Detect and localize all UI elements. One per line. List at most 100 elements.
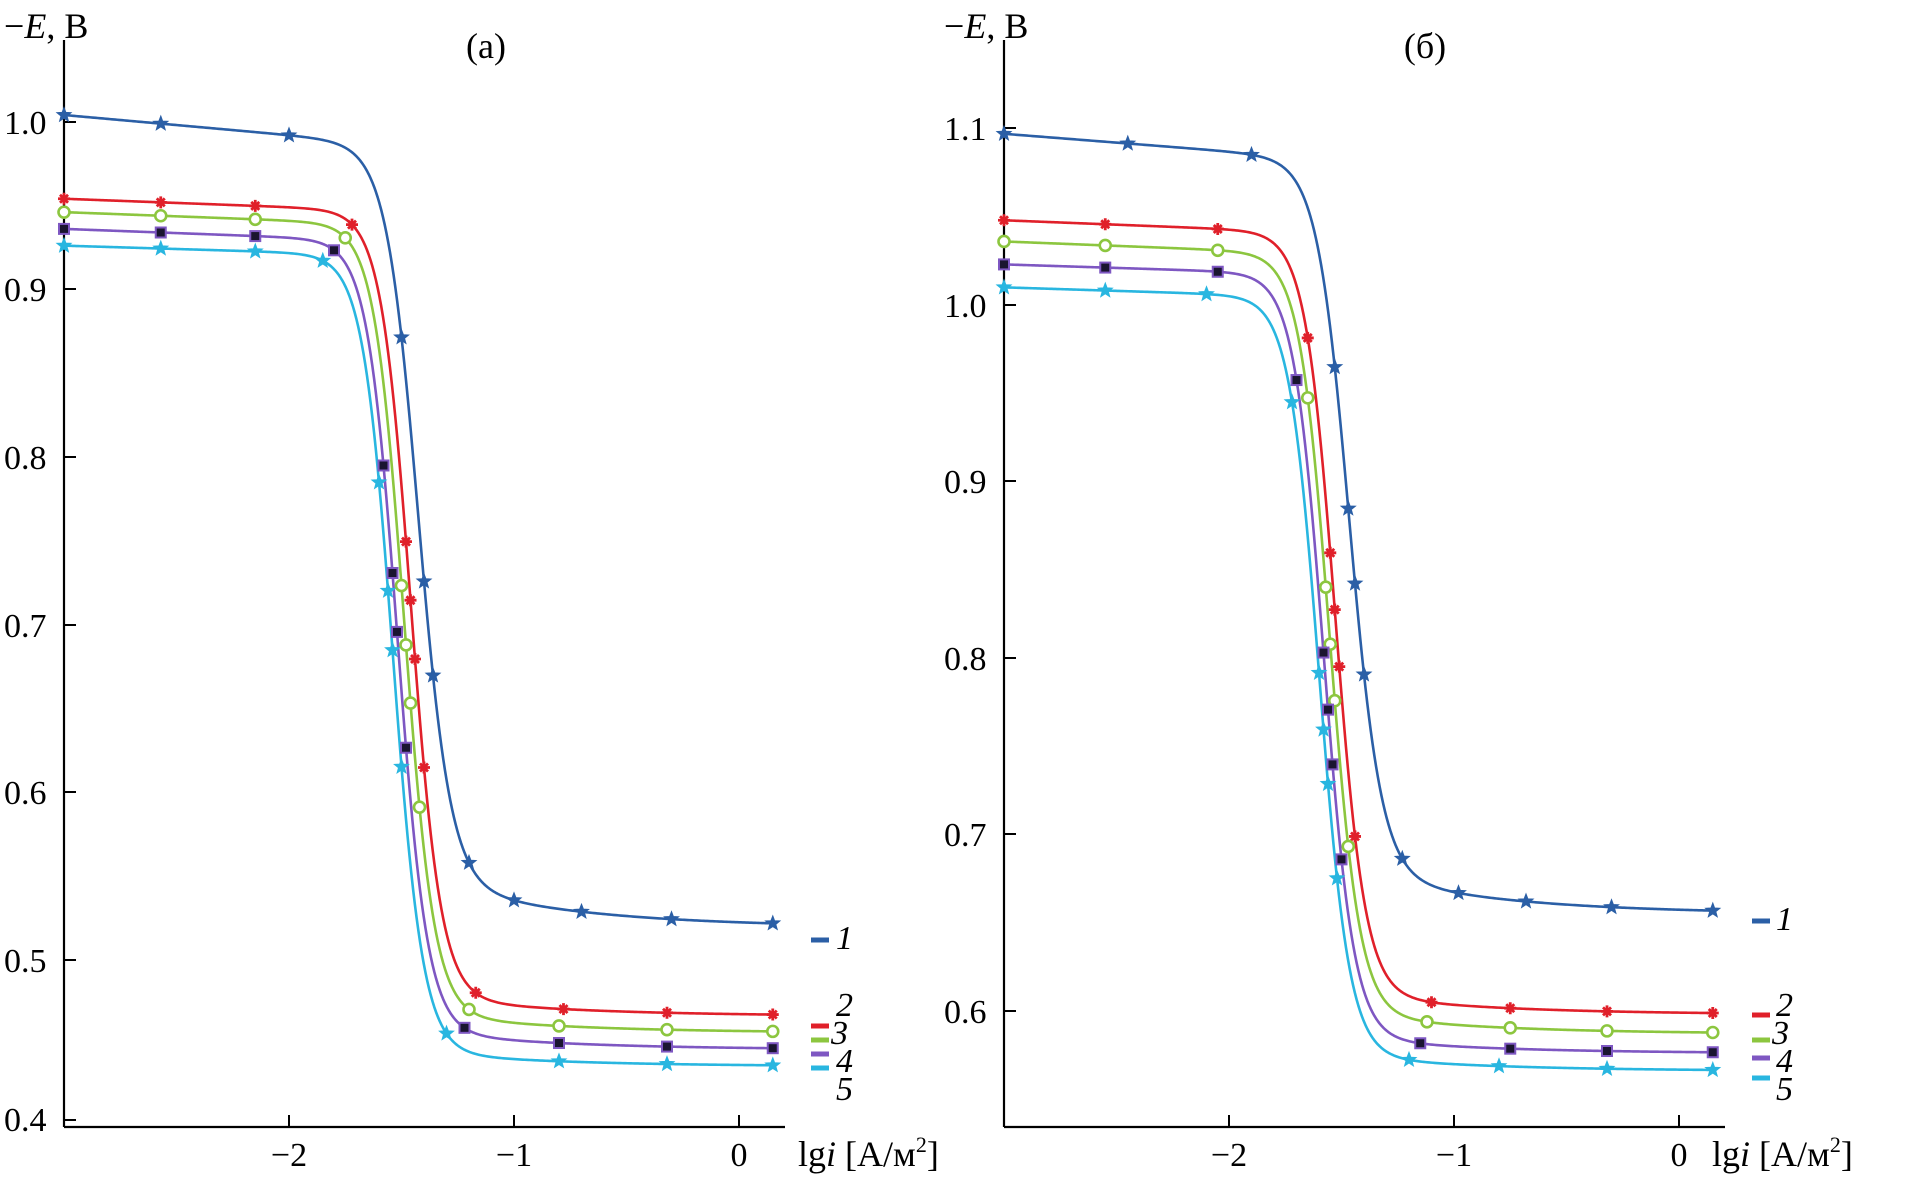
series-2-marker bbox=[1601, 1005, 1613, 1018]
series-line-5 bbox=[1002, 286, 1715, 1072]
panel-title-b: (б) bbox=[1404, 26, 1446, 66]
series-5-marker bbox=[1096, 281, 1114, 298]
series-5-marker bbox=[1704, 1060, 1722, 1078]
series-3-marker bbox=[338, 231, 353, 245]
y-tick-label: 0.4 bbox=[4, 1102, 47, 1139]
series-5-marker bbox=[1490, 1057, 1508, 1074]
y-tick-label: 0.6 bbox=[944, 994, 987, 1031]
series-5-marker bbox=[764, 1056, 782, 1073]
series-5-marker bbox=[658, 1055, 676, 1072]
series-2-marker bbox=[1099, 218, 1112, 231]
series-2-marker bbox=[404, 594, 417, 607]
series-2-marker bbox=[409, 653, 421, 666]
series-3-marker bbox=[1600, 1024, 1614, 1038]
series-1-marker bbox=[460, 853, 478, 870]
y-tick-label: 1.0 bbox=[4, 105, 47, 142]
series-4-marker bbox=[1290, 374, 1303, 387]
series-1-marker bbox=[1355, 665, 1373, 682]
legend-label-4: 4 bbox=[836, 1043, 853, 1080]
series-2-marker bbox=[1211, 222, 1224, 235]
x-ticks-b: −2 −1 0 bbox=[1211, 1115, 1688, 1174]
series-5-marker bbox=[550, 1052, 568, 1069]
series-line-3 bbox=[1002, 240, 1715, 1034]
series-4-marker bbox=[1317, 646, 1330, 659]
legend-label-1: 1 bbox=[1776, 901, 1793, 938]
series-5-marker bbox=[393, 757, 410, 774]
series-2-marker bbox=[1425, 996, 1438, 1009]
legend-label-2: 2 bbox=[1776, 987, 1793, 1024]
series-3-marker bbox=[660, 1022, 674, 1037]
series-3-marker bbox=[1420, 1015, 1434, 1029]
series-1-marker bbox=[663, 910, 680, 927]
y-tick-label: 1.1 bbox=[944, 111, 987, 148]
series-line-3 bbox=[62, 210, 775, 1033]
series-5-marker bbox=[246, 242, 264, 259]
series-3-marker bbox=[1705, 1025, 1720, 1040]
series-4-marker bbox=[661, 1040, 673, 1053]
series-1-marker bbox=[1603, 898, 1620, 915]
x-tick-label: −1 bbox=[1436, 1137, 1472, 1174]
series-4-marker bbox=[1706, 1046, 1719, 1059]
series-5-marker bbox=[1400, 1050, 1418, 1068]
legend-label-5: 5 bbox=[1776, 1071, 1793, 1108]
series-1-marker bbox=[424, 666, 442, 683]
series-5-marker bbox=[1598, 1059, 1616, 1076]
series-1-marker bbox=[1119, 134, 1137, 151]
series-3-marker bbox=[1098, 238, 1113, 253]
x-axis-title-b: lgi [A/м2] bbox=[1712, 1132, 1853, 1174]
series-4-marker bbox=[328, 244, 340, 257]
x-ticks-a: −2 −1 0 bbox=[271, 1115, 748, 1174]
series-1-marker bbox=[55, 106, 73, 123]
series-5-marker bbox=[55, 236, 73, 253]
series-3-marker bbox=[1318, 580, 1333, 594]
series-3-marker bbox=[1327, 693, 1342, 708]
series-line-1 bbox=[62, 113, 775, 925]
y-tick-label: 0.9 bbox=[4, 272, 47, 309]
y-tick-label: 0.7 bbox=[944, 817, 987, 854]
series-3-marker bbox=[399, 638, 413, 652]
series-4-marker bbox=[1601, 1045, 1613, 1058]
series-3-marker bbox=[997, 234, 1011, 249]
legend-label-2: 2 bbox=[836, 987, 853, 1024]
series-4-marker bbox=[553, 1037, 565, 1050]
legend-label-3: 3 bbox=[1771, 1015, 1789, 1052]
series-5-marker bbox=[314, 251, 332, 268]
markers-b bbox=[995, 124, 1722, 1078]
y-tick-label: 0.7 bbox=[4, 608, 47, 645]
y-ticks-a: 0.4 0.5 0.6 0.7 0.8 0.9 1.0 bbox=[4, 105, 76, 1139]
y-tick-label: 0.6 bbox=[4, 775, 47, 812]
markers-a bbox=[55, 106, 782, 1073]
series-5-marker bbox=[370, 473, 388, 490]
series-5-marker bbox=[152, 239, 170, 256]
panel-title-a: (а) bbox=[466, 26, 506, 66]
series-1-marker bbox=[1450, 884, 1467, 901]
panel-a: −E, В (а) 0.4 0.5 0.6 0.7 0.8 0.9 1.0 −2 bbox=[4, 6, 939, 1174]
series-1-marker bbox=[1517, 892, 1535, 909]
x-tick-label: −1 bbox=[496, 1137, 532, 1174]
series-5-marker bbox=[379, 581, 397, 598]
legend-a: 1 2 3 4 5 bbox=[811, 920, 853, 1108]
series-4-marker bbox=[1414, 1037, 1427, 1050]
series-1-marker bbox=[995, 124, 1013, 142]
series-line-1 bbox=[1002, 132, 1715, 912]
series-line-2 bbox=[1002, 218, 1715, 1015]
series-3-marker bbox=[462, 1002, 476, 1017]
series-2-marker bbox=[346, 218, 358, 231]
x-tick-label: 0 bbox=[1671, 1137, 1688, 1174]
series-5-marker bbox=[1315, 720, 1332, 737]
series-line-5 bbox=[62, 244, 775, 1067]
y-tick-label: 0.9 bbox=[944, 464, 987, 501]
series-1-marker bbox=[764, 914, 782, 931]
y-tick-label: 0.8 bbox=[4, 440, 47, 477]
series-3-marker bbox=[394, 578, 409, 593]
series-3-marker bbox=[765, 1024, 780, 1039]
series-1-marker bbox=[1393, 849, 1411, 866]
x-tick-label: 0 bbox=[731, 1137, 748, 1174]
legend-b: 1 2 3 4 5 bbox=[1752, 901, 1793, 1108]
series-3-marker bbox=[248, 212, 263, 227]
series-1-marker bbox=[280, 126, 298, 143]
series-line-4 bbox=[62, 227, 775, 1050]
series-2-marker bbox=[400, 535, 412, 548]
series-4-marker bbox=[1335, 853, 1348, 866]
